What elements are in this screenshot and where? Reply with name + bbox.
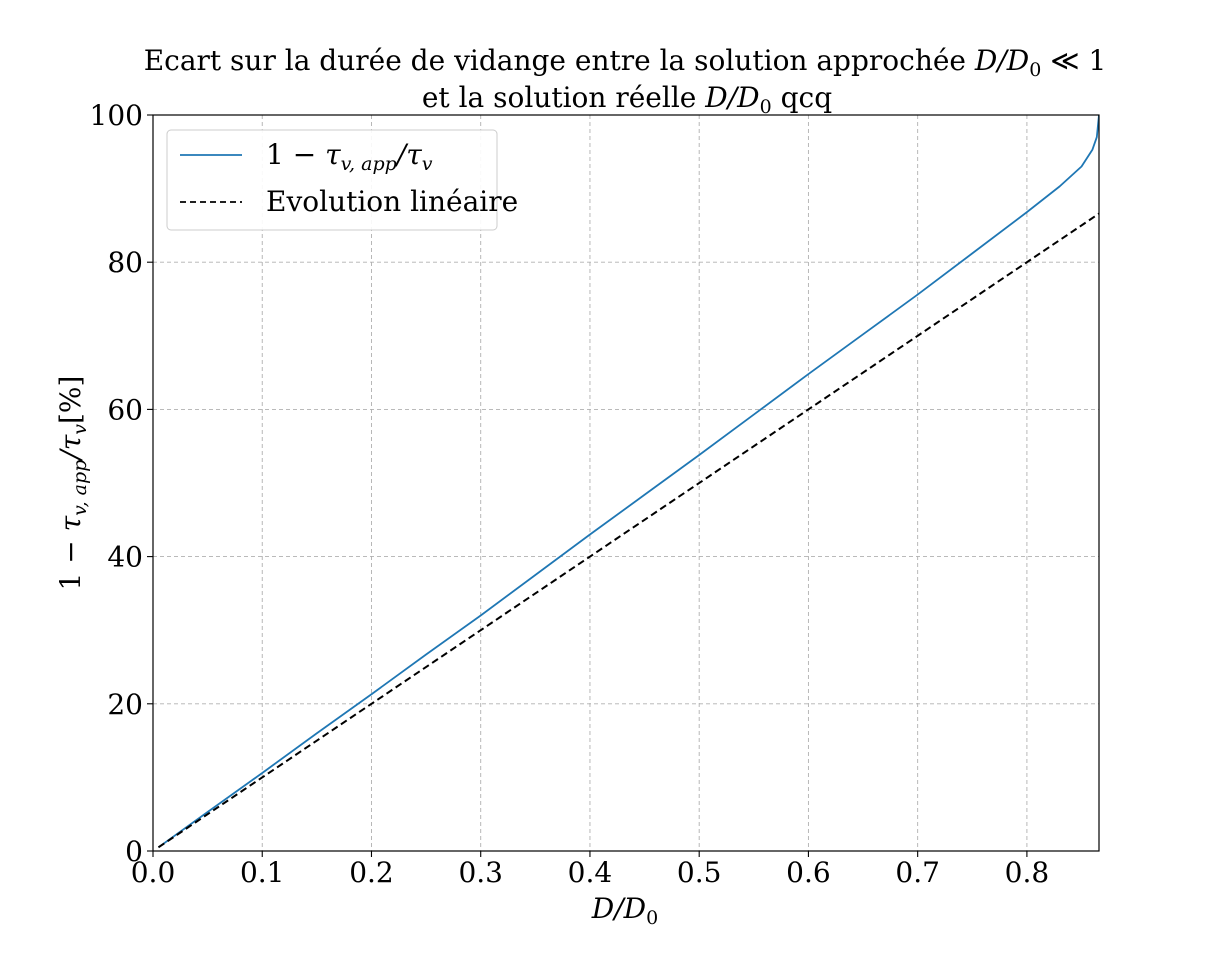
y-tick-label: 60 <box>107 393 143 426</box>
y-tick-label: 40 <box>107 541 143 574</box>
x-tick-label: 0.1 <box>240 856 285 889</box>
y-tick-label: 0 <box>125 835 143 868</box>
x-tick-label: 0.7 <box>895 856 940 889</box>
plot-frame <box>152 114 1100 852</box>
y-tick-label: 100 <box>90 99 143 132</box>
x-axis-label: D/D0 <box>591 892 658 929</box>
y-tick-label: 80 <box>107 246 143 279</box>
chart-title-line1: Ecart sur la durée de vidange entre la s… <box>144 44 1107 81</box>
x-tick-label: 0.0 <box>131 856 176 889</box>
y-axis-label: 1 − τv, app/τv[%] <box>54 376 91 591</box>
legend-label-ratio: 1 − τv, app/τv <box>266 138 433 175</box>
axis-ticks: 0.0 0.1 0.2 0.3 0.4 0.5 0.6 0.7 0.8 0 20 40 60 80 100 <box>90 99 1050 889</box>
legend-label-linear: Evolution linéaire <box>266 185 518 218</box>
x-tick-label: 0.3 <box>458 856 503 889</box>
x-tick-label: 0.8 <box>1005 856 1050 889</box>
y-tick-label: 20 <box>107 688 143 721</box>
x-tick-label: 0.2 <box>349 856 394 889</box>
legend: 1 − τv, app/τv Evolution linéaire <box>166 129 518 231</box>
legend-box <box>166 129 498 231</box>
series-line-ratio <box>157 115 1099 849</box>
chart-title-line2: et la solution réelle D/D0 qcq <box>422 81 832 118</box>
x-tick-label: 0.4 <box>568 856 613 889</box>
x-tick-label: 0.5 <box>677 856 722 889</box>
series-line-linear <box>157 212 1099 849</box>
x-tick-label: 0.6 <box>786 856 831 889</box>
plot-series <box>157 115 1099 849</box>
